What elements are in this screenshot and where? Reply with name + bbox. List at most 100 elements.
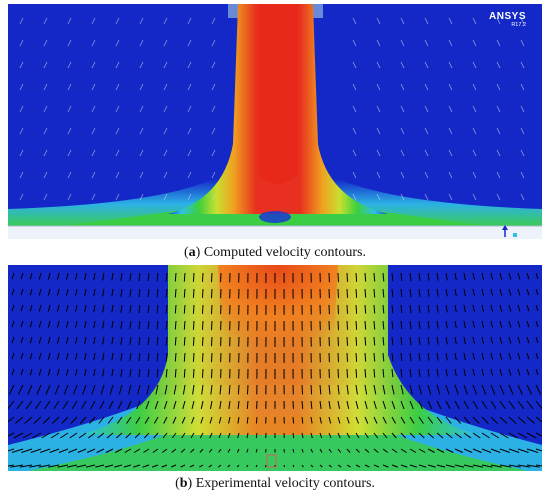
vector-arrow	[120, 272, 123, 281]
vector-arrow	[328, 448, 332, 453]
vector-arrow	[247, 384, 249, 395]
vector-arrow	[364, 352, 367, 362]
vector-arrow	[517, 352, 521, 360]
vector-mark	[19, 171, 24, 179]
vector-mark	[139, 17, 144, 25]
vector-arrow	[115, 432, 123, 439]
vector-arrow	[409, 416, 415, 424]
vector-arrow	[301, 448, 304, 453]
vector-mark	[115, 149, 120, 157]
vector-mark	[187, 193, 192, 201]
vector-arrow	[120, 288, 123, 297]
vector-arrow	[93, 320, 96, 329]
vector-arrow	[526, 352, 530, 360]
vector-mark	[187, 17, 192, 25]
vector-arrow	[192, 368, 195, 378]
vector-arrow	[535, 432, 542, 437]
vector-arrow	[237, 432, 240, 439]
vector-mark	[187, 83, 192, 91]
vector-arrow	[218, 416, 222, 424]
vector-arrow	[102, 288, 105, 297]
vector-arrow	[120, 352, 123, 361]
vector-mark	[520, 17, 525, 25]
vector-arrow	[211, 352, 213, 363]
vector-arrow	[337, 352, 339, 363]
vector-arrow	[202, 320, 204, 330]
vector-arrow	[228, 416, 231, 424]
vector-arrow	[508, 304, 512, 312]
vector-arrow	[144, 416, 150, 424]
caption-a-text: Computed velocity contours.	[200, 245, 366, 260]
vector-arrow	[236, 464, 240, 468]
vector-arrow	[65, 272, 69, 281]
vector-arrow	[427, 400, 433, 410]
vector-arrow	[337, 448, 342, 453]
vector-arrow	[454, 400, 460, 410]
vector-arrow	[38, 288, 42, 296]
vector-arrow	[436, 448, 445, 453]
vector-arrow	[535, 272, 539, 280]
caption-a-letter: a	[188, 245, 196, 260]
vector-arrow	[138, 352, 141, 362]
vector-arrow	[490, 320, 494, 328]
vector-arrow	[391, 432, 397, 439]
vector-arrow	[481, 368, 485, 377]
vector-arrow	[34, 400, 42, 410]
vector-arrow	[319, 416, 322, 424]
vector-arrow	[200, 400, 204, 410]
vector-arrow	[49, 448, 60, 453]
vector-arrow	[319, 432, 323, 439]
vector-arrow	[80, 400, 87, 410]
vector-arrow	[71, 400, 78, 410]
vector-mark	[163, 105, 168, 113]
vector-arrow	[147, 368, 150, 378]
vector-arrow	[481, 448, 492, 453]
vector-arrow	[400, 352, 403, 362]
vector-arrow	[337, 368, 339, 379]
vector-arrow	[151, 464, 159, 468]
vector-mark	[376, 105, 381, 113]
vector-mark	[115, 39, 120, 47]
vector-arrow	[125, 432, 132, 439]
vector-arrow	[8, 448, 15, 452]
vector-arrow	[490, 384, 496, 395]
vector-arrow	[463, 304, 466, 313]
vector-arrow	[337, 320, 339, 331]
vector-mark	[187, 39, 192, 47]
vector-arrow	[11, 352, 15, 360]
vector-mark	[352, 149, 357, 157]
vector-arrow	[62, 400, 69, 410]
vector-arrow	[162, 432, 168, 439]
vector-arrow	[463, 400, 470, 410]
vector-arrow	[32, 432, 42, 439]
vector-arrow	[409, 384, 413, 395]
vector-arrow	[364, 432, 369, 439]
vector-mark	[496, 127, 501, 135]
vector-mark	[115, 61, 120, 69]
vector-arrow	[382, 416, 387, 424]
vector-arrow	[355, 464, 361, 468]
vector-arrow	[355, 336, 358, 346]
vector-arrow	[156, 288, 159, 298]
vector-arrow	[211, 336, 213, 347]
axis-triad-icon	[502, 225, 517, 237]
vector-arrow	[481, 416, 489, 424]
vector-mark	[496, 171, 501, 179]
vector-arrow	[526, 448, 539, 453]
vector-arrow	[301, 432, 304, 439]
vector-arrow	[391, 336, 394, 346]
vector-arrow	[445, 352, 448, 361]
vector-arrow	[76, 464, 87, 468]
vector-arrow	[165, 320, 168, 330]
vector-arrow	[111, 288, 114, 297]
vector-arrow	[237, 400, 240, 409]
vector-arrow	[58, 448, 69, 453]
vector-arrow	[517, 288, 521, 296]
vector-arrow	[400, 432, 407, 439]
vector-arrow	[147, 304, 150, 314]
vector-arrow	[382, 288, 385, 298]
vector-arrow	[153, 432, 159, 439]
vector-arrow	[154, 400, 159, 410]
vector-arrow	[8, 416, 15, 423]
vector-arrow	[391, 352, 394, 362]
